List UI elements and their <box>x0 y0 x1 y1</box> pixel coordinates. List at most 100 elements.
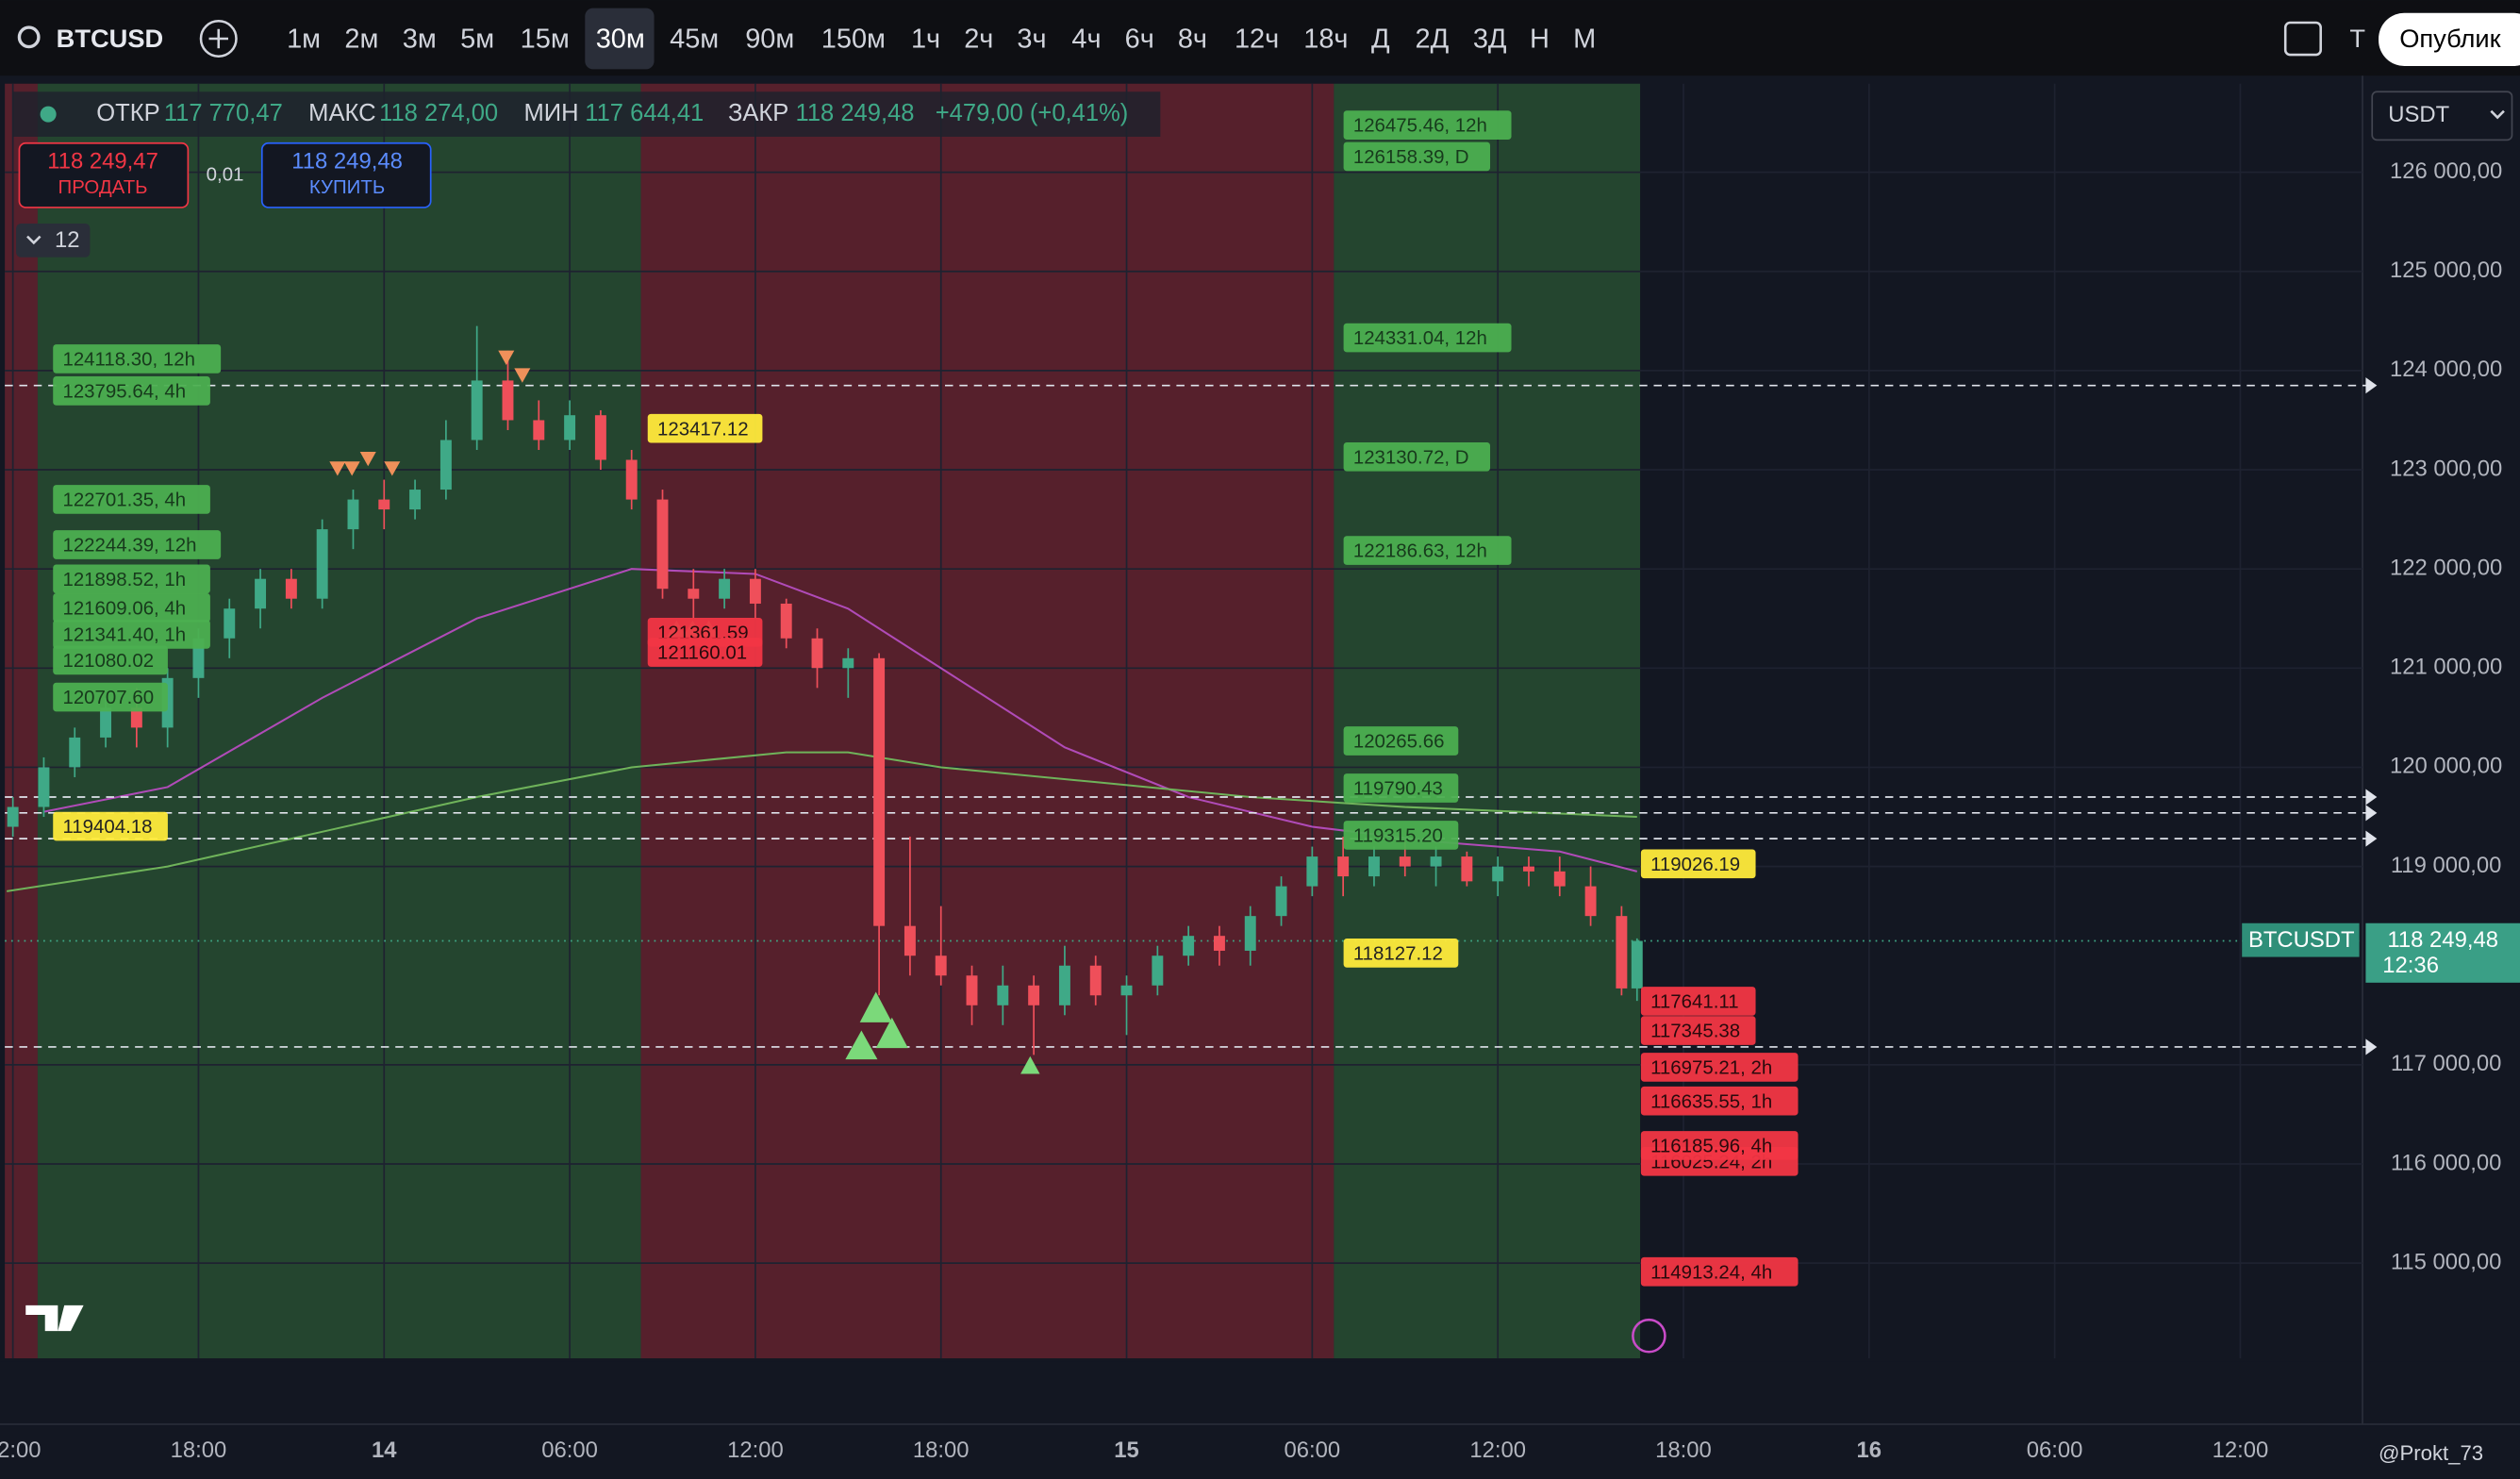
price-label-bg <box>53 645 168 675</box>
tv-logo <box>25 1305 84 1332</box>
candle-body <box>1028 985 1040 1005</box>
interval[interactable]: 2м <box>344 24 378 54</box>
candle-body <box>1584 886 1597 917</box>
interval[interactable]: 150м <box>821 24 886 54</box>
symbol-tag-bg <box>2242 922 2360 957</box>
interval[interactable]: 12ч <box>1235 24 1279 54</box>
interval[interactable]: 6ч <box>1125 24 1154 54</box>
price-label-bg <box>1640 1131 1799 1160</box>
status-dot <box>40 106 57 123</box>
candle-body <box>1399 856 1411 867</box>
y-tick-label: 121 000,00 <box>2390 655 2502 680</box>
alert-icon[interactable] <box>1632 1318 1666 1354</box>
x-tick-label: 06:00 <box>541 1437 598 1463</box>
interval[interactable]: 1м <box>287 24 321 54</box>
candle-body <box>904 925 916 956</box>
price-label: 116185.96, 4h <box>1650 1136 1772 1157</box>
x-tick-label: 15 <box>1114 1437 1139 1463</box>
currency[interactable]: USDT <box>2388 102 2449 127</box>
price-label: 118127.12 <box>1353 942 1443 964</box>
layout-icon[interactable] <box>2283 21 2322 57</box>
interval[interactable]: 45м <box>670 24 719 54</box>
spread: 0,01 <box>207 163 244 185</box>
interval[interactable]: 2ч <box>964 24 993 54</box>
sell-button[interactable] <box>18 141 190 208</box>
candle-body <box>1058 965 1070 1005</box>
session-zone <box>5 83 38 1359</box>
add-symbol[interactable] <box>199 19 238 58</box>
symbol[interactable]: BTCUSD <box>57 24 164 53</box>
interval[interactable]: 4ч <box>1071 24 1101 54</box>
indicators-toggle[interactable] <box>16 223 91 258</box>
watermark: @Prokt_73 <box>2379 1441 2483 1465</box>
interval[interactable]: 3м <box>403 24 437 54</box>
publish-label[interactable]: Опублик <box>2399 24 2501 53</box>
level-arrow <box>2365 1039 2378 1055</box>
candle-body <box>347 499 359 530</box>
price-label: 119315.20 <box>1353 825 1443 847</box>
interval[interactable]: Д <box>1371 24 1390 54</box>
overlay: 124118.30, 12h 123795.64, 4h 122701.35, 4h… <box>12 91 2520 1354</box>
candle-body <box>780 603 792 639</box>
candle-body <box>719 578 731 599</box>
candle-body <box>1430 856 1442 867</box>
buy-price[interactable]: 118 249,48 <box>291 149 403 174</box>
price-label-bg <box>1343 726 1459 756</box>
candle-body <box>38 767 50 807</box>
price-label-bg <box>1640 849 1756 879</box>
interval[interactable]: 30м <box>596 24 645 54</box>
price-label-bg <box>1343 773 1459 803</box>
candle-body <box>749 578 761 604</box>
candle-body <box>439 440 452 490</box>
interval[interactable]: 18ч <box>1303 24 1348 54</box>
candle-body <box>1368 856 1380 877</box>
interval[interactable]: Н <box>1530 24 1550 54</box>
candle-body <box>1461 856 1473 882</box>
candle-body <box>1337 856 1350 877</box>
buy-button[interactable] <box>260 141 432 208</box>
interval[interactable]: 5м <box>460 24 494 54</box>
interval[interactable]: 90м <box>745 24 794 54</box>
candle-body <box>1120 985 1133 996</box>
price-label-bg <box>647 413 763 443</box>
interval[interactable]: 2Д <box>1415 24 1449 54</box>
price-label: 114913.24, 4h <box>1650 1261 1772 1283</box>
interval[interactable]: 3ч <box>1017 24 1046 54</box>
sell-label[interactable]: ПРОДАТЬ <box>58 176 148 198</box>
toolbar-cut: Т <box>2349 24 2365 53</box>
candle-body <box>224 608 236 639</box>
y-tick-label: 117 000,00 <box>2391 1051 2502 1076</box>
price-label: 122701.35, 4h <box>62 490 186 511</box>
publish-button[interactable] <box>2379 12 2520 66</box>
indicators-count[interactable]: 12 <box>55 227 80 253</box>
interval[interactable]: 8ч <box>1178 24 1207 54</box>
close-value: 118 249,48 <box>796 100 915 126</box>
interval[interactable]: 15м <box>521 24 570 54</box>
x-tick-label: 12:00 <box>0 1437 41 1463</box>
candle-body <box>285 578 297 599</box>
x-tick-label: 16 <box>1857 1437 1882 1463</box>
interval[interactable]: М <box>1573 24 1596 54</box>
low-value: 117 644,41 <box>585 100 704 126</box>
search-icon[interactable] <box>17 25 41 49</box>
y-tick-label: 122 000,00 <box>2390 555 2502 580</box>
price-label-bg <box>1343 441 1491 472</box>
y-tick-label: 119 000,00 <box>2391 853 2502 878</box>
price-label: 117641.11 <box>1650 991 1739 1013</box>
buy-label[interactable]: КУПИТЬ <box>309 176 385 198</box>
interval[interactable]: 3Д <box>1473 24 1507 54</box>
price-label-bg <box>1343 821 1459 850</box>
candle-body <box>471 380 483 440</box>
moving-average <box>7 751 1637 892</box>
close-label: ЗАКР <box>728 100 788 126</box>
x-tick-label: 12:00 <box>2213 1437 2269 1463</box>
price-label: 122186.63, 12h <box>1353 540 1487 562</box>
candle-body <box>564 415 576 440</box>
price-label: 119790.43 <box>1353 778 1443 800</box>
last-price-bg <box>2365 922 2520 983</box>
interval[interactable]: 1ч <box>911 24 940 54</box>
open-value: 117 770,47 <box>164 100 283 126</box>
currency-select[interactable] <box>2371 91 2513 141</box>
candle-body <box>966 975 978 1005</box>
sell-price[interactable]: 118 249,47 <box>47 149 158 174</box>
